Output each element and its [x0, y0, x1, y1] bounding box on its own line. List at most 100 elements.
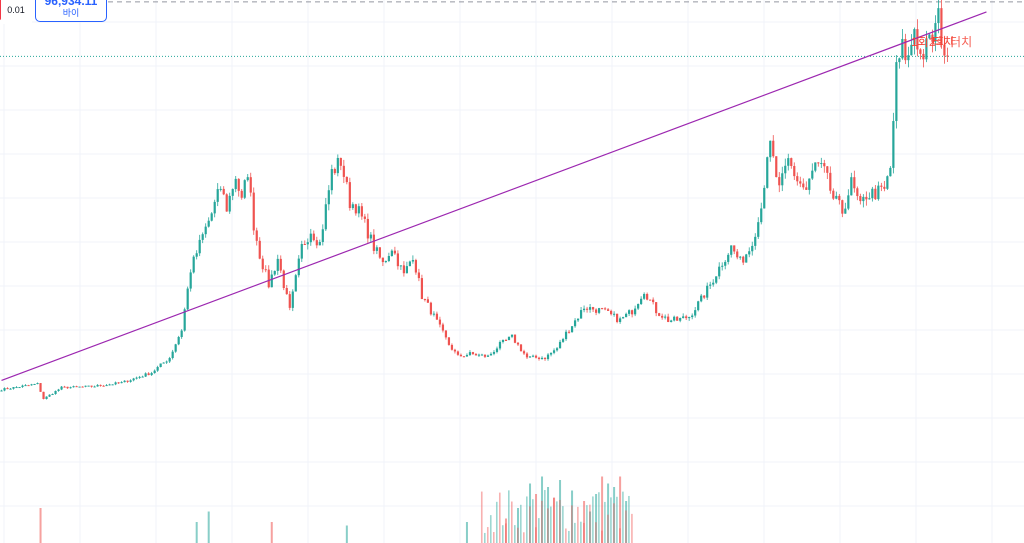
candle-body	[216, 189, 219, 202]
candle	[354, 203, 357, 216]
candle	[477, 353, 481, 358]
candle-body	[501, 339, 505, 342]
candle-body	[363, 216, 366, 219]
candle-body	[585, 308, 589, 310]
candle-body	[661, 315, 664, 318]
candle-body	[631, 310, 634, 315]
candle-body	[381, 257, 384, 263]
candle-body	[165, 361, 168, 363]
candle-body	[30, 384, 33, 386]
candle-body	[99, 384, 102, 386]
volume-bar	[538, 518, 540, 543]
candle-body	[751, 245, 754, 252]
candle	[195, 250, 198, 260]
volume-bar	[526, 496, 528, 543]
volume-bar	[568, 530, 570, 543]
candle-body	[513, 334, 517, 343]
volume-bar	[195, 522, 198, 543]
candle	[712, 279, 715, 287]
candle-body	[420, 278, 424, 300]
candle	[474, 353, 478, 356]
candle	[0, 389, 3, 392]
candle-body	[432, 313, 436, 315]
candle-body	[384, 261, 387, 263]
candle-body	[390, 250, 393, 257]
candle	[904, 33, 907, 65]
candle	[591, 306, 595, 312]
candle	[649, 299, 652, 301]
candle-body	[603, 308, 607, 310]
candle	[186, 286, 189, 311]
candle-body	[153, 370, 156, 374]
candle-body	[156, 367, 159, 371]
candle	[844, 202, 847, 214]
candle-body	[357, 206, 360, 214]
volume-bar	[498, 492, 501, 543]
candle-body	[246, 177, 249, 181]
candle-body	[763, 187, 766, 209]
candle-body	[622, 317, 625, 319]
candle	[832, 188, 835, 201]
buy-button[interactable]: 96,934.11 바이	[35, 0, 107, 22]
candle-body	[781, 173, 784, 186]
candle	[252, 187, 255, 235]
volume-bar	[270, 522, 273, 543]
candle	[75, 385, 78, 388]
volume-bar	[610, 497, 612, 543]
candle-body	[474, 354, 478, 356]
candle	[435, 311, 439, 321]
candle	[369, 232, 372, 243]
candle-body	[57, 389, 60, 391]
candle-body	[862, 196, 865, 202]
candle-body	[745, 254, 748, 263]
candle	[718, 262, 721, 280]
candle	[781, 166, 784, 192]
candle-body	[435, 313, 439, 320]
candle	[549, 352, 553, 357]
candle-body	[372, 234, 375, 251]
candle-body	[483, 354, 487, 357]
volume-bar	[619, 528, 621, 543]
volume-bar	[541, 500, 543, 543]
candle	[384, 260, 387, 264]
candle-body	[835, 195, 838, 199]
candle-body	[258, 240, 261, 259]
candle	[450, 343, 454, 351]
candle-body	[715, 276, 718, 283]
candle-body	[366, 218, 369, 239]
volume-bar	[529, 506, 531, 543]
candle-body	[240, 190, 243, 198]
candle-body	[111, 384, 114, 386]
candle	[420, 274, 424, 300]
candle	[727, 253, 730, 265]
candle	[423, 298, 427, 302]
candle	[351, 202, 354, 210]
candle	[507, 336, 511, 341]
candle-body	[249, 177, 252, 193]
candle-body	[793, 165, 796, 177]
candle	[12, 386, 15, 390]
volume-bar	[544, 490, 546, 543]
volume-bar	[517, 508, 520, 543]
candle	[676, 316, 679, 321]
volume-bar	[619, 476, 622, 543]
candle	[204, 223, 207, 238]
candle	[721, 262, 724, 271]
candle-body	[492, 351, 496, 354]
candle	[558, 339, 562, 349]
candle-body	[138, 376, 141, 378]
candle-body	[495, 348, 499, 352]
candle-body	[237, 178, 240, 191]
candle	[258, 237, 261, 260]
candle	[135, 376, 138, 380]
candle	[498, 340, 502, 351]
candle-body	[141, 376, 144, 378]
candle	[453, 348, 457, 354]
candle-body	[342, 165, 345, 177]
candle	[447, 337, 451, 346]
candle-body	[0, 390, 3, 392]
candle-body	[231, 189, 234, 196]
sell-price-box[interactable]: 0.01	[0, 0, 32, 24]
